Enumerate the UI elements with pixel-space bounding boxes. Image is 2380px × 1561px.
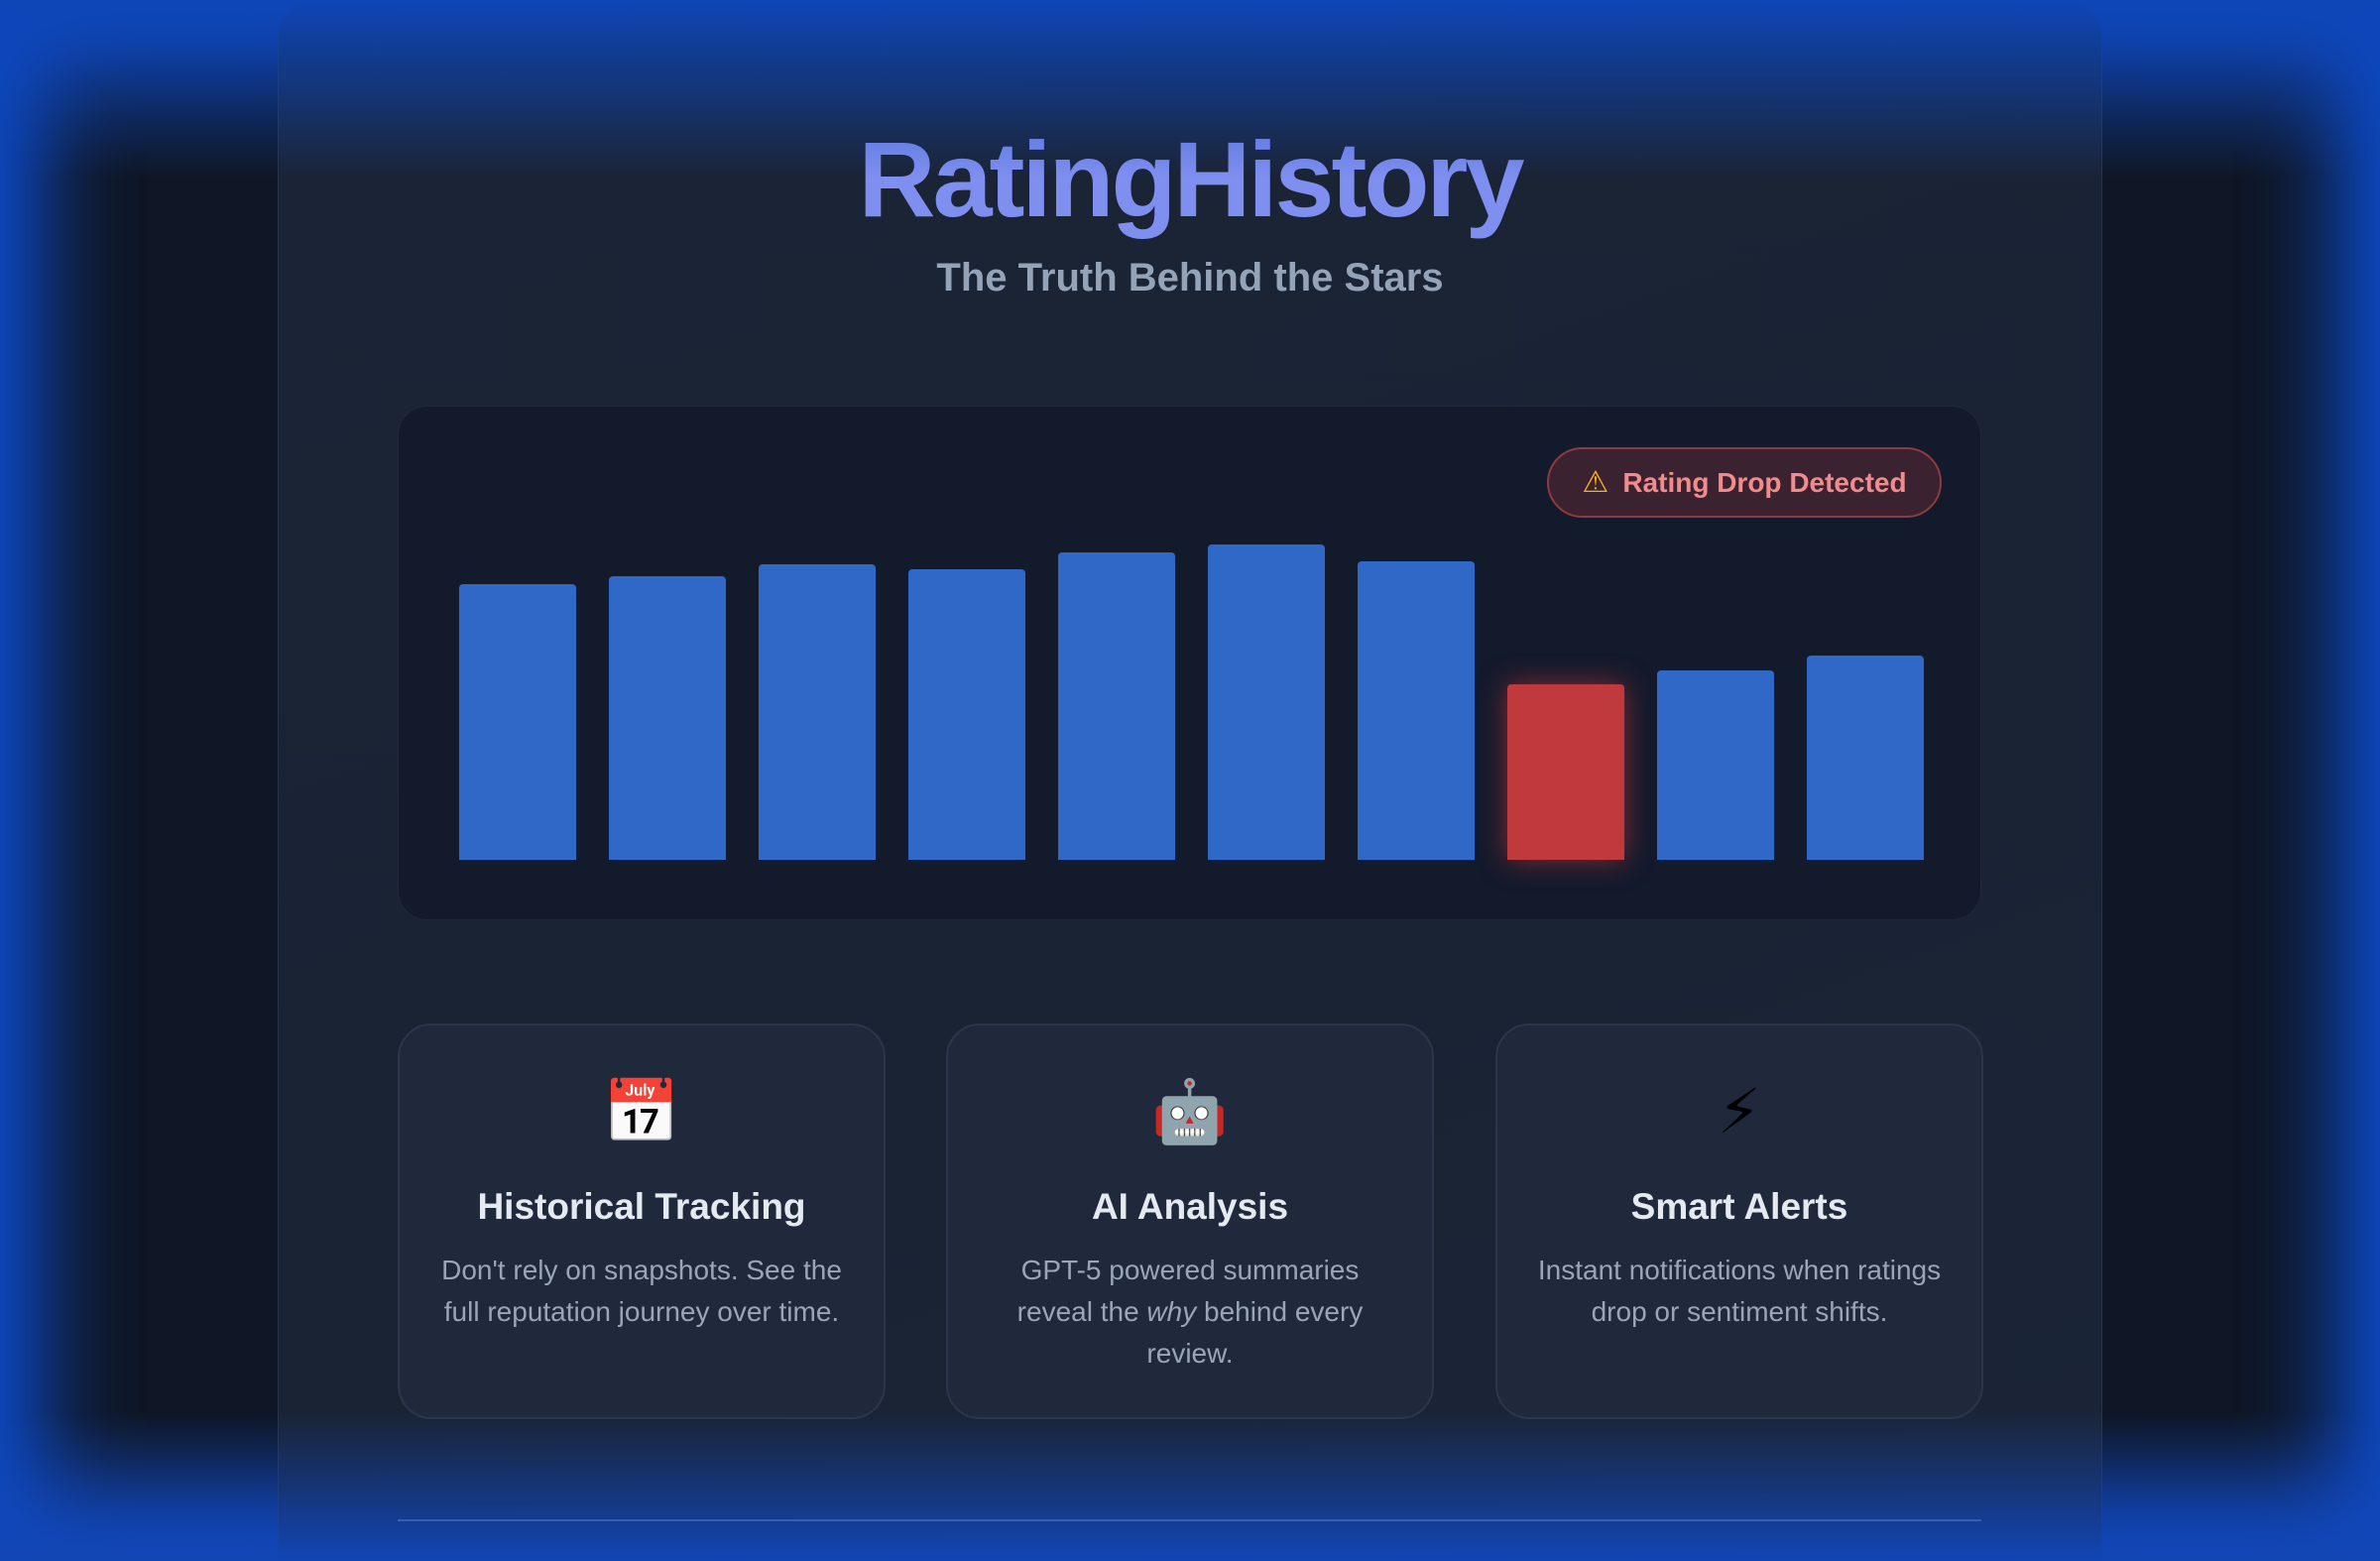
feature-desc: GPT-5 powered summaries reveal the why b… bbox=[982, 1250, 1398, 1375]
calendar-icon: 📅 bbox=[603, 1078, 680, 1146]
feature-card-historical-tracking: 📅 Historical Tracking Don't rely on snap… bbox=[398, 1023, 886, 1419]
chart-bar bbox=[1657, 669, 1774, 860]
feature-card-ai-analysis: 🤖 AI Analysis GPT-5 powered summaries re… bbox=[946, 1023, 1434, 1419]
page-subtitle: The Truth Behind the Stars bbox=[936, 256, 1444, 300]
chart-bar bbox=[908, 568, 1025, 860]
robot-icon: 🤖 bbox=[1151, 1078, 1229, 1146]
chart-bar bbox=[759, 563, 876, 860]
badge-label: Rating Drop Detected bbox=[1622, 466, 1907, 498]
feature-title: Historical Tracking bbox=[477, 1186, 806, 1227]
feature-title: Smart Alerts bbox=[1630, 1186, 1848, 1227]
chart-bar bbox=[1208, 544, 1325, 860]
rating-chart: ⚠ Rating Drop Detected bbox=[398, 406, 1981, 920]
feature-desc: Don't rely on snapshots. See the full re… bbox=[441, 1255, 842, 1327]
divider bbox=[398, 1519, 1981, 1521]
chart-bar bbox=[1058, 551, 1175, 860]
page-title: RatingHistory bbox=[858, 119, 1524, 239]
chart-bar bbox=[609, 575, 726, 860]
desc-emphasis: why bbox=[1146, 1296, 1197, 1327]
feature-desc: Instant notifications when ratings drop … bbox=[1537, 1255, 1942, 1327]
desc-text: GPT-5 powered summaries reveal the bbox=[1016, 1255, 1360, 1327]
feature-card-smart-alerts: ⚡ Smart Alerts Instant notifications whe… bbox=[1495, 1023, 1983, 1419]
lightning-icon: ⚡ bbox=[1718, 1078, 1761, 1146]
desc-text: behind every review. bbox=[1146, 1296, 1364, 1369]
feature-title: AI Analysis bbox=[1091, 1186, 1289, 1227]
chart-bar bbox=[1358, 560, 1475, 860]
chart-bar bbox=[1807, 655, 1924, 860]
warning-icon: ⚠ bbox=[1582, 466, 1609, 499]
rating-drop-badge: ⚠ Rating Drop Detected bbox=[1547, 447, 1942, 518]
chart-bar-drop bbox=[1507, 683, 1624, 860]
chart-bar bbox=[459, 583, 576, 860]
